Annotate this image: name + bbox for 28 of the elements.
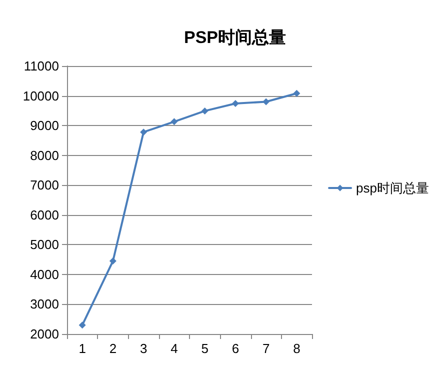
y-tick-label: 11000 (24, 58, 59, 74)
x-tick-label: 1 (78, 341, 86, 356)
chart-title: PSP时间总量 (184, 28, 286, 47)
y-tick-label: 5000 (30, 237, 59, 252)
point (293, 90, 300, 97)
point (170, 118, 178, 126)
y-tick-label: 8000 (30, 148, 59, 163)
y-tick-label: 6000 (30, 207, 59, 222)
x-tick-label: 4 (170, 341, 178, 356)
point (109, 258, 116, 265)
point (78, 322, 86, 329)
point (262, 98, 270, 106)
y-tick-label: 7000 (30, 178, 59, 193)
point (201, 107, 208, 114)
y-tick-label: 9000 (30, 118, 59, 134)
x-tick-label: 7 (262, 341, 270, 356)
x-tick-label: 8 (293, 341, 300, 356)
y-tick-label: 10000 (22, 88, 59, 104)
x-tick-label: 3 (140, 341, 148, 356)
point (140, 128, 148, 136)
y-tick-label: 2000 (30, 326, 59, 342)
y-tick-label: 3000 (30, 296, 59, 312)
x-tick-label: 5 (201, 341, 208, 356)
x-tick-label: 2 (109, 341, 117, 356)
x-tick-label: 6 (232, 341, 240, 356)
legend-label: psp时间总量 (356, 180, 430, 196)
point (232, 100, 239, 108)
y-tick-label: 4000 (30, 266, 59, 282)
